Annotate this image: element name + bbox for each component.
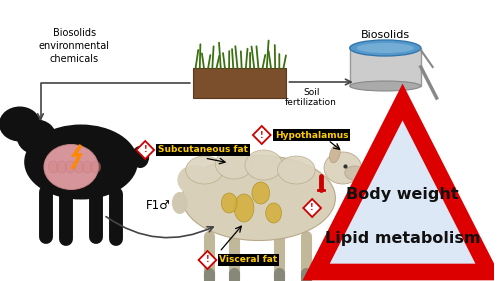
FancyBboxPatch shape <box>192 68 286 98</box>
Ellipse shape <box>186 156 224 184</box>
Ellipse shape <box>345 166 364 180</box>
Polygon shape <box>304 199 321 217</box>
Ellipse shape <box>178 165 212 195</box>
Ellipse shape <box>266 203 281 223</box>
Text: Biosolids: Biosolids <box>360 30 410 40</box>
Text: Subcutaneous fat: Subcutaneous fat <box>158 146 248 155</box>
Polygon shape <box>136 141 154 159</box>
Text: Hypothalamus: Hypothalamus <box>274 130 348 139</box>
Ellipse shape <box>0 106 40 142</box>
Ellipse shape <box>66 161 76 173</box>
Polygon shape <box>253 126 270 144</box>
Ellipse shape <box>222 193 237 213</box>
Ellipse shape <box>350 81 421 91</box>
Text: !: ! <box>206 255 210 264</box>
Polygon shape <box>316 102 489 272</box>
Ellipse shape <box>182 155 336 241</box>
Polygon shape <box>198 251 216 269</box>
Text: !: ! <box>260 130 264 139</box>
Ellipse shape <box>278 156 315 184</box>
Ellipse shape <box>24 124 138 200</box>
Text: Body weight: Body weight <box>346 187 459 203</box>
Text: !: ! <box>144 146 147 155</box>
Text: Lipid metabolism: Lipid metabolism <box>325 230 480 246</box>
FancyBboxPatch shape <box>350 48 421 86</box>
Ellipse shape <box>172 192 188 214</box>
Ellipse shape <box>132 146 149 168</box>
Text: F1♂: F1♂ <box>146 198 171 212</box>
Ellipse shape <box>216 149 253 179</box>
Text: !: ! <box>310 203 314 212</box>
Ellipse shape <box>17 119 56 155</box>
Ellipse shape <box>57 161 67 173</box>
Ellipse shape <box>324 152 362 184</box>
Text: Visceral fat: Visceral fat <box>220 255 278 264</box>
Ellipse shape <box>245 150 282 180</box>
Ellipse shape <box>91 161 101 173</box>
Ellipse shape <box>44 144 98 189</box>
Ellipse shape <box>74 161 84 173</box>
Text: Soil
fertilization: Soil fertilization <box>285 88 337 107</box>
Ellipse shape <box>48 161 58 173</box>
Ellipse shape <box>234 194 254 222</box>
Ellipse shape <box>350 40 421 56</box>
Ellipse shape <box>356 43 414 53</box>
Ellipse shape <box>82 161 92 173</box>
Ellipse shape <box>252 182 270 204</box>
Ellipse shape <box>330 145 340 163</box>
Text: Biosolids
environmental
chemicals: Biosolids environmental chemicals <box>38 28 110 64</box>
